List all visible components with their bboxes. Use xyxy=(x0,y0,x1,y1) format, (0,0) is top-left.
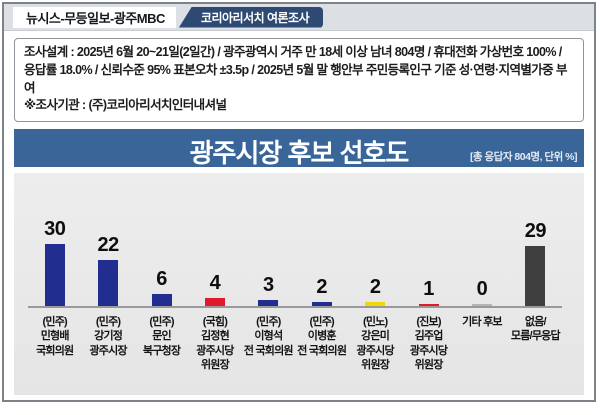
bar xyxy=(365,301,386,306)
bar xyxy=(471,303,492,306)
category-label: (민주) 이형석 전 국회의원 xyxy=(243,316,294,357)
category-label: 기타 후보 xyxy=(462,316,502,328)
bar-value-label: 3 xyxy=(263,273,274,296)
bar xyxy=(151,293,172,306)
bar-column: 1 xyxy=(402,277,455,306)
header-strip: 뉴시스-무등일보-광주MBC 코리아리서치 여론조사 xyxy=(4,4,594,31)
category-label: 없음/ 모름/무응답 xyxy=(510,316,561,343)
bar-value-label: 0 xyxy=(476,277,488,300)
bar-column: 22 xyxy=(81,234,134,306)
bar-column: 2 xyxy=(295,276,348,306)
survey-agency-text: ※조사기관 : (주)코리아리서치인터내셔널 xyxy=(24,98,227,113)
bar xyxy=(204,297,225,306)
category-label: (민주) 강기정 광주시장 xyxy=(89,316,127,357)
bar-value-label: 22 xyxy=(97,234,119,257)
category-label: (진보) 김주업 광주시당 위원장 xyxy=(409,316,448,371)
bar xyxy=(98,260,119,306)
survey-design-box: 조사설계 : 2025년 6월 20~21일(2일간) / 광주광역시 거주 만… xyxy=(14,38,584,122)
bar-value-label: 1 xyxy=(423,277,434,300)
bar-value-label: 6 xyxy=(156,267,167,290)
bar xyxy=(525,245,546,306)
category-label: (민주) 문인 북구청장 xyxy=(142,316,181,357)
bars-row: 30 22 6 4 3 2 2 1 0 29 xyxy=(28,173,562,306)
category-label: (민주) 이병훈 전 국회의원 xyxy=(297,316,347,357)
x-axis-line xyxy=(28,306,562,308)
bar-column: 0 xyxy=(455,277,508,306)
category-label: (민주) 민형배 국회의원 xyxy=(36,316,74,357)
media-brand: 뉴시스-무등일보-광주MBC xyxy=(13,6,176,28)
poll-graphic-frame: 뉴시스-무등일보-광주MBC 코리아리서치 여론조사 조사설계 : 2025년 … xyxy=(2,2,596,402)
chart-subtitle: [총 응답자 804명, 단위 %] xyxy=(469,151,578,163)
title-banner: 광주시장 후보 선호도 [총 응답자 804명, 단위 %] xyxy=(14,129,584,168)
bar-value-label: 2 xyxy=(316,275,328,298)
bar-chart: 30 22 6 4 3 2 2 1 0 29 (민주) 민형배 국회의원 (민주) 강기정 광주시장… xyxy=(14,173,584,395)
chart-title: 광주시장 후보 선호도 xyxy=(189,138,410,168)
bar-value-label: 29 xyxy=(524,219,547,242)
bar-value-label: 30 xyxy=(44,217,66,240)
bar-column: 2 xyxy=(348,276,401,306)
category-labels-row: (민주) 민형배 국회의원 (민주) 강기정 광주시장 (민주) 문인 북구청장 (국… xyxy=(28,308,562,372)
bar-value-label: 2 xyxy=(369,275,381,298)
bar-value-label: 4 xyxy=(209,271,221,294)
bar xyxy=(418,303,439,306)
bar xyxy=(258,299,279,306)
bar-column: 3 xyxy=(242,274,295,306)
bar xyxy=(311,301,332,306)
bar-column: 29 xyxy=(509,220,562,306)
survey-design-text: 조사설계 : 2025년 6월 20~21일(2일간) / 광주광역시 거주 만… xyxy=(24,45,567,95)
category-label: (민노) 강은미 광주시당 위원장 xyxy=(356,316,395,371)
bar-column: 6 xyxy=(135,268,188,306)
bar xyxy=(44,243,65,306)
category-label: (국힘) 김정현 광주시당 위원장 xyxy=(196,316,234,371)
bar-column: 4 xyxy=(188,272,241,306)
pollster-badge: 코리아리서치 여론조사 xyxy=(178,6,324,28)
bar-column: 30 xyxy=(28,218,81,306)
